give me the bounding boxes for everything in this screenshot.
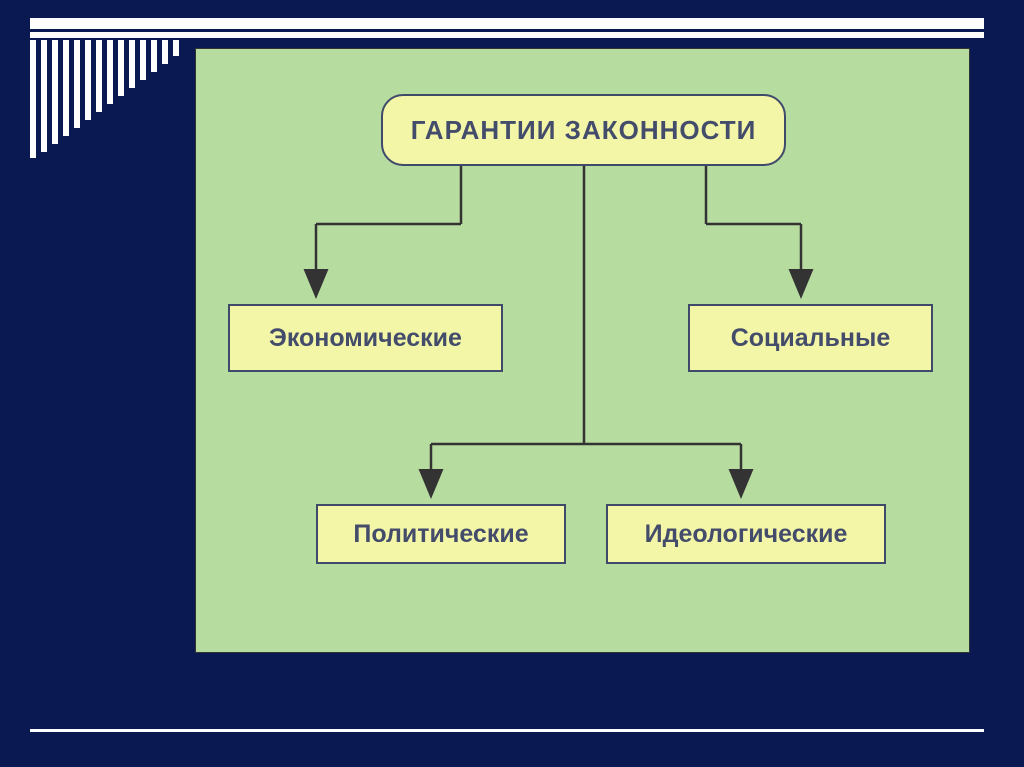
decor-stripe bbox=[41, 40, 47, 152]
child-node: Социальные bbox=[688, 304, 933, 372]
child-node: Политические bbox=[316, 504, 566, 564]
node-label: ГАРАНТИИ ЗАКОННОСТИ bbox=[411, 115, 757, 146]
decor-stripe bbox=[63, 40, 69, 136]
node-label: Политические bbox=[353, 520, 528, 549]
decor-stripe bbox=[96, 40, 102, 112]
root-node: ГАРАНТИИ ЗАКОННОСТИ bbox=[381, 94, 786, 166]
header-bar bbox=[30, 18, 984, 32]
decor-stripe bbox=[173, 40, 179, 56]
decor-stripe bbox=[162, 40, 168, 64]
diagram-panel: ГАРАНТИИ ЗАКОННОСТИ Экономические Социальн… bbox=[195, 48, 970, 653]
node-label: Идеологические bbox=[645, 520, 848, 549]
decor-stripe bbox=[140, 40, 146, 80]
decor-stripe bbox=[118, 40, 124, 96]
decor-stripe bbox=[85, 40, 91, 120]
corner-stripes bbox=[30, 40, 180, 160]
decor-stripe bbox=[52, 40, 58, 144]
footer-line bbox=[30, 729, 984, 732]
node-label: Экономические bbox=[269, 324, 462, 353]
decor-stripe bbox=[30, 40, 36, 158]
decor-stripe bbox=[107, 40, 113, 104]
decor-stripe bbox=[129, 40, 135, 88]
node-label: Социальные bbox=[731, 324, 891, 353]
decor-stripe bbox=[151, 40, 157, 72]
child-node: Идеологические bbox=[606, 504, 886, 564]
decor-stripe bbox=[74, 40, 80, 128]
child-node: Экономические bbox=[228, 304, 503, 372]
